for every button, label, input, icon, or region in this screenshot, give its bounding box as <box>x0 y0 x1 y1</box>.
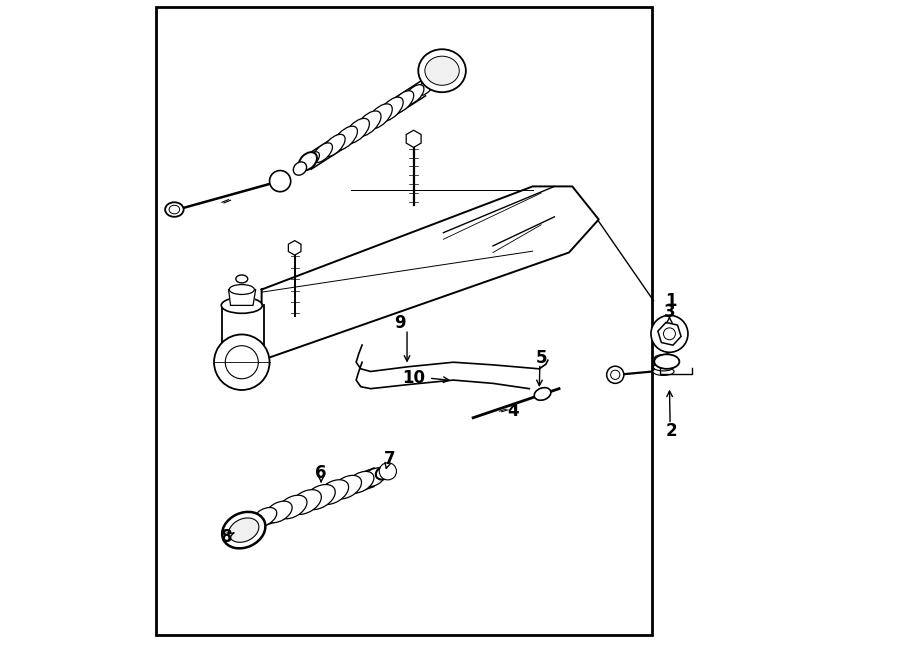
Ellipse shape <box>418 50 466 92</box>
Circle shape <box>225 346 258 379</box>
Ellipse shape <box>221 297 262 313</box>
Ellipse shape <box>313 143 332 163</box>
Ellipse shape <box>425 56 459 85</box>
Circle shape <box>269 171 291 192</box>
Circle shape <box>379 463 397 480</box>
Circle shape <box>214 334 269 390</box>
Text: 9: 9 <box>394 313 406 332</box>
Ellipse shape <box>323 134 345 157</box>
Ellipse shape <box>654 354 673 362</box>
Ellipse shape <box>652 368 674 375</box>
Ellipse shape <box>277 495 307 519</box>
Ellipse shape <box>367 104 392 129</box>
Circle shape <box>607 366 624 383</box>
Text: 7: 7 <box>383 450 395 469</box>
Polygon shape <box>229 290 256 305</box>
Text: 4: 4 <box>507 402 518 420</box>
Ellipse shape <box>169 205 180 214</box>
Polygon shape <box>661 368 692 374</box>
Ellipse shape <box>356 111 381 136</box>
Ellipse shape <box>535 387 551 401</box>
Ellipse shape <box>379 97 403 121</box>
Ellipse shape <box>362 468 386 486</box>
Ellipse shape <box>291 490 321 514</box>
Ellipse shape <box>265 501 292 523</box>
Text: 10: 10 <box>402 369 425 387</box>
Ellipse shape <box>654 354 680 369</box>
Ellipse shape <box>404 85 424 104</box>
Ellipse shape <box>230 284 255 294</box>
Circle shape <box>651 315 688 352</box>
Ellipse shape <box>346 471 374 493</box>
Ellipse shape <box>165 202 184 217</box>
Text: 6: 6 <box>315 463 327 482</box>
Ellipse shape <box>293 162 307 175</box>
Ellipse shape <box>303 485 335 510</box>
Ellipse shape <box>229 518 259 542</box>
Circle shape <box>663 328 675 340</box>
Text: 5: 5 <box>536 349 547 368</box>
Polygon shape <box>262 186 598 360</box>
Ellipse shape <box>653 359 673 366</box>
Ellipse shape <box>334 126 357 150</box>
Ellipse shape <box>345 118 369 143</box>
Text: 1: 1 <box>665 292 676 310</box>
Ellipse shape <box>318 480 348 504</box>
Ellipse shape <box>303 152 320 168</box>
Ellipse shape <box>222 512 266 549</box>
Ellipse shape <box>392 91 414 113</box>
Text: 2: 2 <box>666 422 677 440</box>
Text: 8: 8 <box>220 527 232 546</box>
Bar <box>156 7 652 635</box>
Ellipse shape <box>376 466 392 479</box>
Polygon shape <box>222 305 264 360</box>
Ellipse shape <box>418 79 434 95</box>
Ellipse shape <box>299 152 317 171</box>
Ellipse shape <box>653 364 673 371</box>
Circle shape <box>610 370 620 379</box>
Ellipse shape <box>236 275 248 283</box>
Ellipse shape <box>332 475 362 499</box>
Text: 3: 3 <box>663 303 675 321</box>
Ellipse shape <box>253 508 277 526</box>
